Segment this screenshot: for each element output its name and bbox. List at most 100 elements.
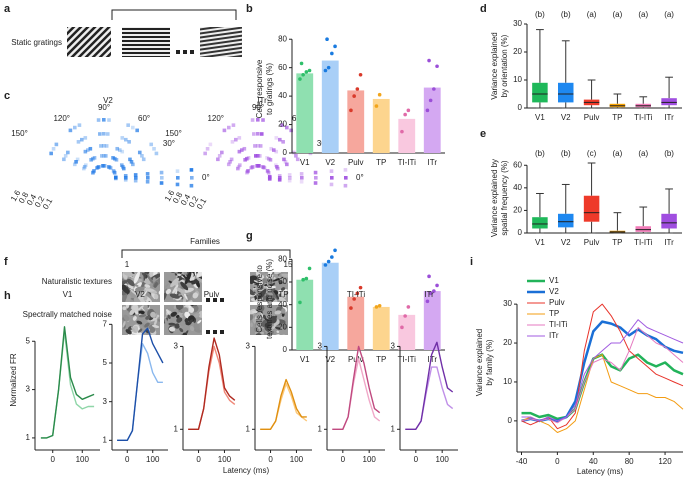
angle-label: 150° <box>165 129 182 138</box>
label: 15 <box>284 260 293 269</box>
texture-blob <box>137 305 144 311</box>
chart-title: TP <box>278 290 288 299</box>
polar-dot <box>231 123 236 127</box>
polar-dot <box>66 150 70 155</box>
x-tick-label: 80 <box>625 457 634 466</box>
polar-dot <box>63 154 68 158</box>
texture-blob <box>122 283 130 294</box>
polar-dot <box>176 176 180 180</box>
line <box>521 319 684 422</box>
polar-dot <box>133 173 138 177</box>
polar-dot <box>119 163 124 167</box>
x-tick-label: Pulv <box>584 238 600 247</box>
polar-dot <box>266 170 271 175</box>
chart-title: TI-ITi <box>347 290 366 299</box>
texture-blob <box>122 280 128 286</box>
polar-dot <box>152 147 156 151</box>
polar-dot <box>131 125 135 130</box>
y-tick-label: 1 <box>103 435 108 444</box>
texture-blob <box>174 323 180 329</box>
bar <box>372 306 390 350</box>
y-axis-label: Cells responsive <box>255 59 264 118</box>
polar-dot <box>74 160 78 164</box>
x-tick-label: V1 <box>535 113 545 122</box>
line <box>521 354 684 433</box>
x-tick-label: 0 <box>268 455 273 464</box>
texture-blob <box>136 332 144 335</box>
polar-dot <box>99 144 103 148</box>
texture-blob <box>275 289 288 294</box>
chart: d 0 10 20 30 Variance explained by orientation… <box>480 3 682 122</box>
texture <box>122 305 160 335</box>
polar-dot <box>250 165 255 169</box>
texture-blob <box>133 272 141 284</box>
polar-dot <box>283 160 288 164</box>
texture-blob <box>125 305 130 309</box>
label: 1 <box>125 260 130 269</box>
texture-blob <box>177 273 182 277</box>
texture-blob <box>194 272 197 276</box>
polar-dot <box>277 174 282 178</box>
point <box>427 58 431 63</box>
polar-dot <box>289 128 293 133</box>
x-tick-label: TI-ITi <box>398 158 417 167</box>
texture-blob <box>273 331 277 335</box>
texture-blob <box>193 282 199 289</box>
texture-blob <box>177 328 181 335</box>
x-tick-label: -40 <box>516 457 528 466</box>
texture-blob <box>251 310 259 314</box>
point <box>352 94 356 98</box>
polar-dot <box>269 146 274 151</box>
y-tick-label: 3 <box>103 397 108 406</box>
y-tick-label: 3 <box>318 342 323 351</box>
polar-dot <box>133 178 138 183</box>
polar-title: ITr <box>257 96 267 105</box>
texture-blob <box>168 322 176 326</box>
box <box>532 217 548 229</box>
line <box>188 337 236 430</box>
texture-blob <box>183 272 188 276</box>
polar-dot <box>149 142 154 147</box>
x-tick-label: 100 <box>146 455 160 464</box>
point <box>428 291 433 296</box>
angle-label: 60° <box>138 114 150 123</box>
texture-blob <box>152 324 160 328</box>
polar-dot <box>141 157 146 162</box>
bar <box>321 262 339 350</box>
texture-blob <box>183 292 193 302</box>
texture-blob <box>271 297 276 302</box>
polar-dot <box>124 137 128 142</box>
point <box>299 61 304 66</box>
y-tick-label: 0 <box>283 345 288 354</box>
texture-blob <box>143 274 146 282</box>
polar-dot <box>159 181 164 185</box>
polar-dot <box>160 176 164 180</box>
x-tick-label: Pulv <box>348 355 364 364</box>
texture-blob <box>267 318 271 324</box>
texture-blob <box>130 326 136 333</box>
texture-blob <box>122 321 126 328</box>
legend-label: V2 <box>549 287 559 296</box>
texture-blob <box>193 313 200 318</box>
texture-blob <box>275 294 280 300</box>
texture-blob <box>271 295 276 298</box>
polar-dot <box>249 166 253 170</box>
texture-blob <box>176 287 186 294</box>
y-axis-label: Variance explained by <box>490 159 499 237</box>
polar-dot <box>272 148 276 152</box>
x-tick-label: 0 <box>414 455 419 464</box>
polar-dot <box>89 158 93 162</box>
texture-blob <box>131 333 138 335</box>
panel-label: c <box>4 90 10 102</box>
x-tick-label: TI-ITi <box>634 238 653 247</box>
polar-dot <box>268 158 273 162</box>
polar-dot <box>103 154 108 158</box>
x-tick-label: Pulv <box>348 158 364 167</box>
point <box>403 314 407 318</box>
y-axis-label: Variance explained <box>475 329 484 396</box>
texture-blob <box>174 262 184 271</box>
polar-dot <box>330 176 334 180</box>
texture-blob <box>281 308 286 314</box>
polar-dot <box>104 144 109 148</box>
texture-blob <box>282 322 287 330</box>
